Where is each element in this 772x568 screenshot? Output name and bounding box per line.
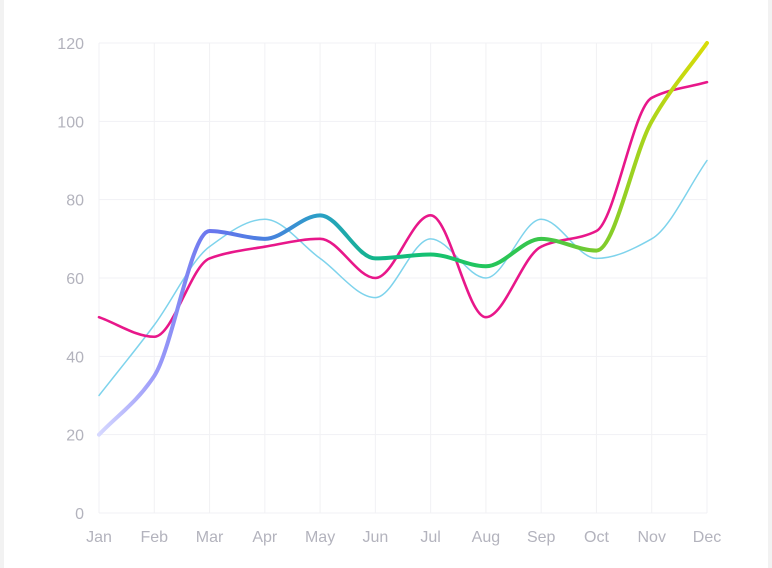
y-tick-label: 0: [75, 506, 84, 523]
series-group: [97, 41, 709, 437]
y-tick-label: 60: [66, 271, 84, 288]
x-tick-label: Mar: [196, 529, 224, 546]
x-tick-label: Feb: [140, 529, 168, 546]
y-tick-label: 40: [66, 349, 84, 366]
y-tick-label: 80: [66, 193, 84, 210]
y-tick-label: 120: [57, 36, 84, 53]
series-line-1: [98, 159, 708, 397]
x-tick-label: Oct: [584, 529, 609, 546]
grid: [98, 42, 708, 514]
x-tick-label: Sep: [527, 529, 556, 546]
y-tick-label: 100: [57, 114, 84, 131]
series-line-3: [97, 41, 709, 437]
chart-card: 0 20 40 60 80 100 120 Jan Feb Mar Apr May Jun Jul Aug…: [4, 0, 768, 568]
x-axis: Jan Feb Mar Apr May Jun Jul Aug Sep Oct Nov Dec: [86, 529, 721, 546]
y-tick-label: 20: [66, 428, 84, 445]
x-tick-label: May: [305, 529, 335, 546]
x-tick-label: Dec: [693, 529, 721, 546]
x-tick-label: Jan: [86, 529, 112, 546]
x-tick-label: Jun: [362, 529, 388, 546]
x-tick-label: Jul: [420, 529, 440, 546]
line-chart: 0 20 40 60 80 100 120 Jan Feb Mar Apr May Jun Jul Aug…: [57, 36, 721, 546]
y-axis: 0 20 40 60 80 100 120: [57, 36, 84, 523]
x-tick-label: Nov: [638, 529, 666, 546]
x-tick-label: Apr: [252, 529, 278, 546]
x-tick-label: Aug: [472, 529, 500, 546]
series-line-2: [97, 80, 709, 339]
